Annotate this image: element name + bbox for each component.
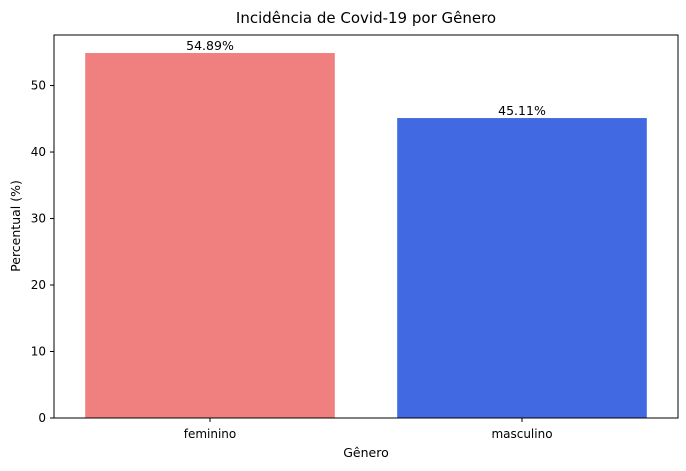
bar-masculino (397, 118, 647, 418)
x-axis-ticks: feminino masculino (184, 418, 553, 441)
y-tick-label-20: 20 (31, 278, 46, 292)
y-tick-label-30: 30 (31, 212, 46, 226)
y-tick-label-10: 10 (31, 345, 46, 359)
y-tick-label-40: 40 (31, 145, 46, 159)
data-labels-group: 54.89% 45.11% (186, 38, 546, 118)
x-tick-label-masculino: masculino (491, 427, 552, 441)
y-axis-label: Percentual (%) (8, 180, 23, 272)
data-label-feminino: 54.89% (186, 38, 234, 53)
y-axis-ticks: 0 10 20 30 40 50 (31, 79, 54, 425)
bar-feminino (85, 53, 335, 418)
bars-group (85, 53, 647, 418)
x-axis-label: Gênero (343, 445, 389, 460)
chart-title: Incidência de Covid-19 por Gênero (236, 9, 496, 27)
y-tick-label-0: 0 (38, 411, 46, 425)
x-tick-label-feminino: feminino (184, 427, 237, 441)
plot-frame (53, 34, 679, 419)
data-label-masculino: 45.11% (498, 103, 546, 118)
y-tick-label-50: 50 (31, 79, 46, 93)
